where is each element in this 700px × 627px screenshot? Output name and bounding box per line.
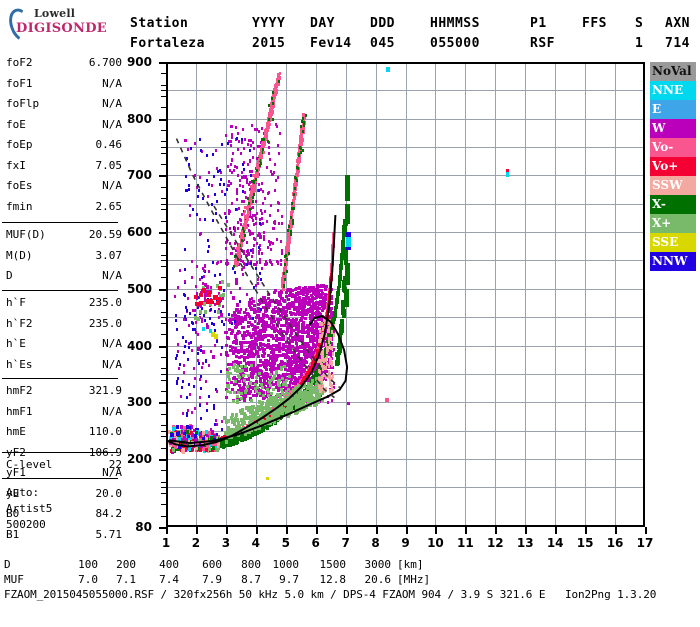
plot-canvas[interactable] — [166, 62, 645, 527]
